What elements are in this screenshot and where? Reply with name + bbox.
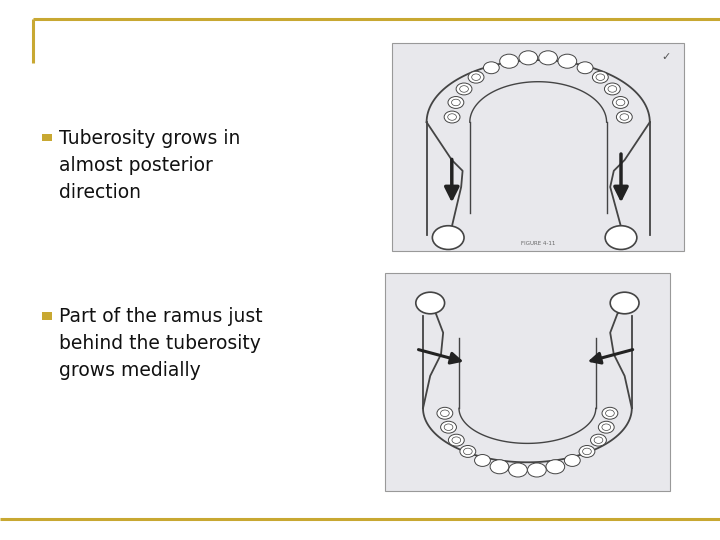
Circle shape <box>579 446 595 457</box>
Circle shape <box>539 51 557 65</box>
Circle shape <box>613 97 629 109</box>
Circle shape <box>590 434 606 446</box>
Circle shape <box>616 111 632 123</box>
Circle shape <box>444 111 460 123</box>
Circle shape <box>474 455 490 467</box>
Text: ✓: ✓ <box>661 52 671 62</box>
Text: Tuberosity grows in
almost posterior
direction: Tuberosity grows in almost posterior dir… <box>59 129 240 202</box>
Circle shape <box>605 226 637 249</box>
Circle shape <box>605 83 621 95</box>
Circle shape <box>577 62 593 73</box>
Bar <box>392 43 684 251</box>
Circle shape <box>500 54 518 68</box>
Circle shape <box>519 51 538 65</box>
Circle shape <box>483 62 499 73</box>
Circle shape <box>468 71 484 83</box>
Circle shape <box>490 460 509 474</box>
Circle shape <box>528 463 546 477</box>
Circle shape <box>508 463 527 477</box>
Circle shape <box>448 97 464 109</box>
Circle shape <box>546 460 564 474</box>
Circle shape <box>433 226 464 249</box>
Bar <box>42 312 52 320</box>
Circle shape <box>449 434 464 446</box>
Circle shape <box>456 83 472 95</box>
Circle shape <box>460 446 476 457</box>
Circle shape <box>441 421 456 433</box>
Text: Part of the ramus just
behind the tuberosity
grows medially: Part of the ramus just behind the tubero… <box>59 307 263 380</box>
Circle shape <box>593 71 608 83</box>
Bar <box>385 273 670 491</box>
Circle shape <box>564 455 580 467</box>
Circle shape <box>602 407 618 419</box>
Circle shape <box>611 292 639 314</box>
Circle shape <box>416 292 445 314</box>
Circle shape <box>437 407 453 419</box>
Circle shape <box>558 54 577 68</box>
Bar <box>42 134 52 141</box>
Circle shape <box>598 421 614 433</box>
Text: FIGURE 4-11: FIGURE 4-11 <box>521 241 555 246</box>
